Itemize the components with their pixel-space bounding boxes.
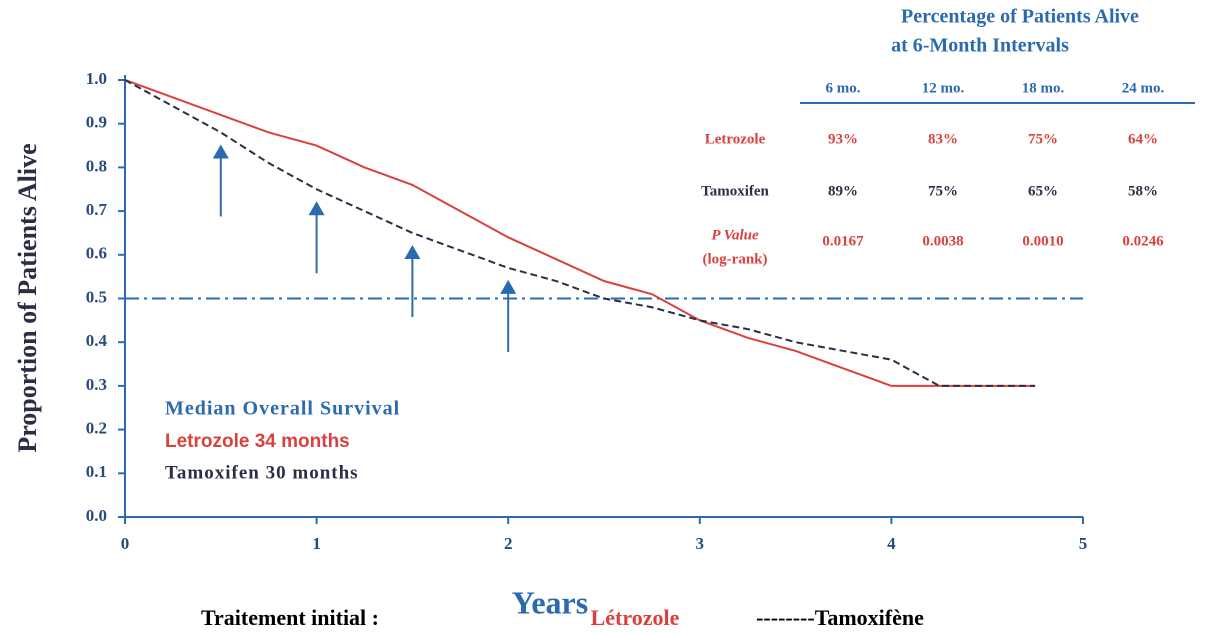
survival-line bbox=[124, 79, 1036, 387]
footer-tamoxifen: --------Tamoxifène bbox=[756, 605, 924, 630]
y-tick-label: 0.3 bbox=[86, 375, 107, 394]
x-tick-label: 1 bbox=[312, 534, 321, 553]
y-tick-label: 0.4 bbox=[86, 331, 108, 350]
x-axis-label: Years bbox=[512, 584, 588, 620]
y-tick-label: 0.1 bbox=[86, 462, 107, 481]
x-tick-label: 2 bbox=[504, 534, 513, 553]
y-tick-label: 0.9 bbox=[86, 113, 107, 132]
table-cell: 89% bbox=[828, 183, 858, 199]
footer-label: Traitement initial : bbox=[201, 605, 379, 630]
interval-arrow-head bbox=[404, 244, 421, 259]
table-cell: 75% bbox=[1028, 131, 1058, 147]
table-title: Percentage of Patients Alive bbox=[901, 6, 1139, 28]
table-column-header: 18 mo. bbox=[1022, 80, 1065, 96]
interval-arrow-head bbox=[500, 279, 517, 294]
y-tick-label: 0.8 bbox=[86, 156, 107, 175]
x-tick-label: 3 bbox=[696, 534, 705, 553]
y-tick-label: 0.0 bbox=[86, 506, 107, 525]
x-tick-label: 0 bbox=[121, 534, 130, 553]
table-cell: 0.0038 bbox=[922, 233, 963, 249]
table-cell: 0.0010 bbox=[1022, 233, 1063, 249]
table-column-header: 24 mo. bbox=[1122, 80, 1165, 96]
y-tick-label: 0.7 bbox=[86, 200, 108, 219]
table-cell: 58% bbox=[1128, 183, 1158, 199]
x-tick-label: 5 bbox=[1079, 534, 1088, 553]
y-tick-label: 0.2 bbox=[86, 419, 107, 438]
survival-line bbox=[124, 79, 1036, 387]
interval-arrow-head bbox=[212, 144, 229, 159]
y-axis-label: Proportion of Patients Alive bbox=[13, 143, 42, 452]
y-tick-label: 1.0 bbox=[86, 69, 107, 88]
table-cell: 83% bbox=[928, 131, 958, 147]
median-letrozole: Letrozole 34 months bbox=[165, 431, 350, 452]
y-tick-label: 0.6 bbox=[86, 244, 107, 263]
table-cell: 64% bbox=[1128, 131, 1158, 147]
table-row-label: Letrozole bbox=[705, 131, 766, 147]
table-column-header: 6 mo. bbox=[826, 80, 861, 96]
table-row-label: P Value bbox=[711, 227, 759, 243]
interval-arrow-head bbox=[308, 201, 325, 216]
table-cell: 93% bbox=[828, 131, 858, 147]
table-column-header: 12 mo. bbox=[922, 80, 965, 96]
table-title: at 6-Month Intervals bbox=[891, 35, 1069, 57]
footer-letrozole: Létrozole bbox=[591, 605, 680, 630]
table-row-sublabel: (log-rank) bbox=[703, 251, 768, 267]
median-title: Median Overall Survival bbox=[165, 398, 400, 420]
table-cell: 75% bbox=[928, 183, 958, 199]
table-cell: 0.0167 bbox=[822, 233, 864, 249]
x-tick-label: 4 bbox=[887, 534, 896, 553]
table-cell: 0.0246 bbox=[1122, 233, 1164, 249]
median-tamoxifen: Tamoxifen 30 months bbox=[165, 462, 359, 483]
table-cell: 65% bbox=[1028, 183, 1058, 199]
y-tick-label: 0.5 bbox=[86, 287, 107, 306]
table-row-label: Tamoxifen bbox=[701, 183, 769, 199]
